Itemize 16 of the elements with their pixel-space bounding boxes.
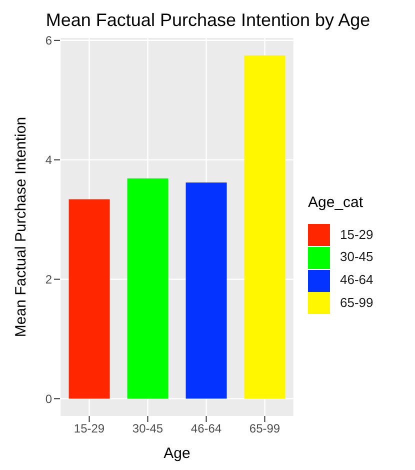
legend-label: 15-29 [340, 226, 374, 242]
x-tick-label: 65-99 [249, 422, 280, 436]
legend-title: Age_cat [308, 194, 364, 211]
x-tick-label: 30-45 [132, 422, 164, 436]
y-tick-label: 0 [45, 392, 52, 406]
legend-label: 65-99 [340, 294, 374, 310]
y-tick-label: 6 [45, 34, 52, 48]
y-tick-label: 2 [45, 272, 52, 287]
legend-label: 46-64 [340, 272, 374, 287]
chart-title: Mean Factual Purchase Intention by Age [44, 9, 372, 32]
x-tick-label: 46-64 [190, 422, 222, 436]
x-axis-title: Age [164, 445, 190, 462]
y-axis-title: Mean Factual Purchase Intention [12, 116, 30, 338]
x-tick-label: 15-29 [74, 422, 105, 436]
legend-label: 30-45 [340, 249, 374, 264]
y-tick-label: 4 [45, 153, 52, 168]
